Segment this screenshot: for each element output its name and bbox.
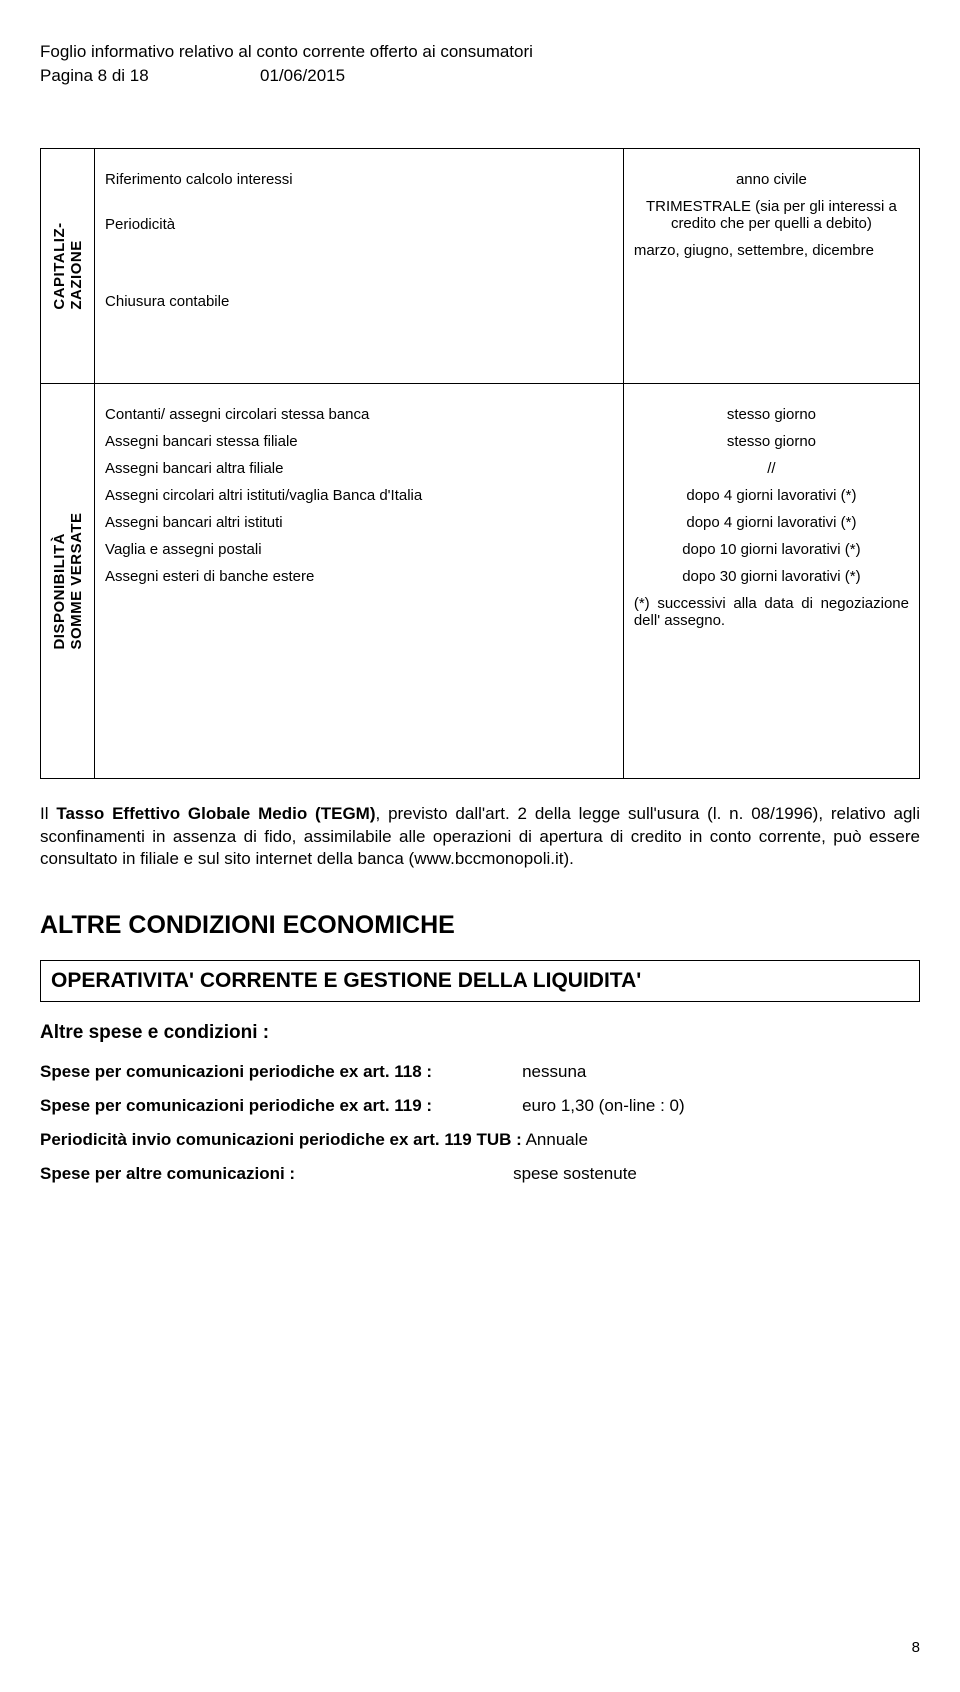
- kv1-v: nessuna: [522, 1062, 586, 1082]
- section-heading: ALTRE CONDIZIONI ECONOMICHE: [40, 911, 920, 940]
- s2-r1-value: stesso giorno: [634, 406, 909, 423]
- s2-r5-label: Assegni bancari altri istituti: [105, 514, 613, 531]
- main-table: CAPITALIZ- ZAZIONE Riferimento calcolo i…: [40, 148, 920, 779]
- tegm-bold: Tasso Effettivo Globale Medio (TEGM): [56, 804, 375, 823]
- kv-row-3: Periodicità invio comunicazioni periodic…: [40, 1130, 920, 1150]
- kv2-v: euro 1,30 (on-line : 0): [522, 1096, 685, 1116]
- s2-r3-label: Assegni bancari altra filiale: [105, 460, 613, 477]
- s2-r1-label: Contanti/ assegni circolari stessa banca: [105, 406, 613, 423]
- s2-note: (*) successivi alla data di negoziazione…: [634, 595, 909, 629]
- kv-row-4: Spese per altre comunicazioni : spese so…: [40, 1164, 920, 1184]
- header-page: Pagina 8 di 18: [40, 64, 260, 88]
- s2-r4-value: dopo 4 giorni lavorativi (*): [634, 487, 909, 504]
- kv-row-1: Spese per comunicazioni periodiche ex ar…: [40, 1062, 920, 1082]
- s1-r1-value: anno civile: [634, 171, 909, 188]
- operativita-box: OPERATIVITA' CORRENTE E GESTIONE DELLA L…: [40, 960, 920, 1002]
- section1-labels: Riferimento calcolo interessi Periodicit…: [95, 148, 624, 383]
- s1-r2-value: TRIMESTRALE (sia per gli interessi a cre…: [634, 198, 909, 232]
- kv3-k: Periodicità invio comunicazioni periodic…: [40, 1130, 522, 1149]
- kv4-v: spese sostenute: [513, 1164, 637, 1184]
- s2-r3-value: //: [634, 460, 909, 477]
- header-title: Foglio informativo relativo al conto cor…: [40, 40, 920, 64]
- footer-page-number: 8: [912, 1639, 920, 1656]
- kv3-v: Annuale: [526, 1130, 588, 1149]
- s2-r5-value: dopo 4 giorni lavorativi (*): [634, 514, 909, 531]
- s2-r4-label: Assegni circolari altri istituti/vaglia …: [105, 487, 613, 504]
- section2-side: DISPONIBILITÀ SOMME VERSATE: [41, 383, 95, 778]
- section1-side-label: CAPITALIZ- ZAZIONE: [51, 222, 85, 309]
- section1-side: CAPITALIZ- ZAZIONE: [41, 148, 95, 383]
- section2-side-label: DISPONIBILITÀ SOMME VERSATE: [51, 512, 85, 649]
- s1-r3-label: Chiusura contabile: [105, 293, 613, 310]
- section1-values: anno civile TRIMESTRALE (sia per gli int…: [623, 148, 919, 383]
- s2-r2-value: stesso giorno: [634, 433, 909, 450]
- s1-r2-label: Periodicità: [105, 216, 613, 233]
- kv4-k: Spese per altre comunicazioni :: [40, 1164, 295, 1184]
- s2-r2-label: Assegni bancari stessa filiale: [105, 433, 613, 450]
- s2-r7-label: Assegni esteri di banche estere: [105, 568, 613, 585]
- subheading: Altre spese e condizioni :: [40, 1022, 920, 1044]
- kv2-k: Spese per comunicazioni periodiche ex ar…: [40, 1096, 432, 1116]
- kv-row-2: Spese per comunicazioni periodiche ex ar…: [40, 1096, 920, 1116]
- s2-r6-label: Vaglia e assegni postali: [105, 541, 613, 558]
- tegm-paragraph: Il Tasso Effettivo Globale Medio (TEGM),…: [40, 803, 920, 872]
- section2-labels: Contanti/ assegni circolari stessa banca…: [95, 383, 624, 778]
- s2-r7-value: dopo 30 giorni lavorativi (*): [634, 568, 909, 585]
- s1-r1-label: Riferimento calcolo interessi: [105, 171, 613, 188]
- s2-r6-value: dopo 10 giorni lavorativi (*): [634, 541, 909, 558]
- header-date: 01/06/2015: [260, 64, 345, 88]
- section2-values: stesso giorno stesso giorno // dopo 4 gi…: [623, 383, 919, 778]
- s1-r3-value: marzo, giugno, settembre, dicembre: [634, 242, 909, 259]
- kv1-k: Spese per comunicazioni periodiche ex ar…: [40, 1062, 432, 1082]
